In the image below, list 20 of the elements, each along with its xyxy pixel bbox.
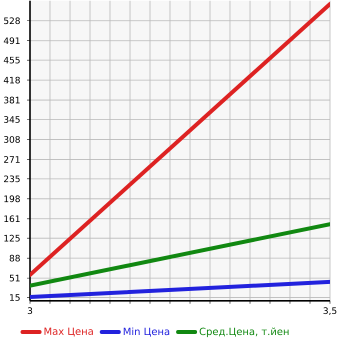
y-tick-label: 15 [10, 294, 20, 302]
x-tick-label: 3,5 [324, 308, 336, 316]
y-tick-label: 528 [4, 18, 20, 24]
y-tick-label: 308 [4, 136, 20, 144]
y-tick-label: 51 [10, 275, 20, 282]
y-tick-label: 271 [4, 156, 20, 163]
y-tick-label: 491 [4, 38, 20, 44]
y-tick-label: 345 [4, 116, 20, 124]
y-tick-label: 455 [4, 57, 20, 64]
y-tick-label: 125 [4, 235, 20, 242]
y-tick-label: 418 [4, 76, 20, 84]
y-tick-label: 88 [10, 255, 20, 262]
y-tick-label: 198 [4, 196, 20, 202]
legend-label: Max Цена [44, 328, 93, 337]
x-tick-label: 3 [28, 308, 32, 314]
y-tick-label: 161 [4, 216, 20, 222]
y-tick-label: 381 [4, 96, 20, 104]
y-tick-label: 235 [4, 176, 20, 182]
legend-label: Min Цена [124, 328, 170, 337]
legend-label: Сред.Цена, т.йен [200, 328, 289, 338]
